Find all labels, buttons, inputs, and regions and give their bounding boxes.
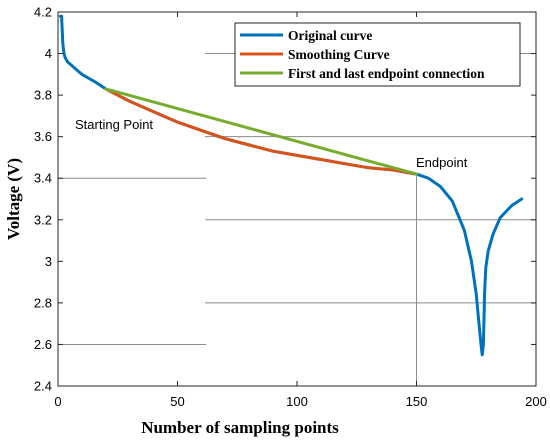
legend-label-connection: First and last endpoint connection	[288, 66, 485, 81]
annotation-starting-point: Starting Point	[75, 117, 153, 132]
x-axis-title: Number of sampling points	[141, 418, 339, 437]
legend: Original curve Smoothing Curve First and…	[234, 22, 521, 87]
x-tick-label: 150	[406, 394, 428, 409]
y-tick-label: 2.4	[34, 379, 52, 394]
series-endpoint-connection	[104, 87, 418, 176]
series-lines	[58, 14, 524, 357]
y-tick-label: 2.6	[34, 337, 52, 352]
x-tick-label: 0	[54, 394, 61, 409]
legend-label-original: Original curve	[288, 28, 372, 43]
y-tick-label: 3	[45, 254, 52, 269]
y-tick-label: 3.2	[34, 212, 52, 227]
y-tick-label: 4	[45, 46, 52, 61]
y-tick-label: 3.8	[34, 88, 52, 103]
series-smoothing-curve	[104, 87, 418, 176]
y-tick-label: 3.6	[34, 129, 52, 144]
x-tick-label: 200	[525, 394, 547, 409]
y-tick-label: 4.2	[34, 5, 52, 20]
y-axis-title: Voltage (V)	[4, 158, 23, 240]
y-tick-label: 2.8	[34, 295, 52, 310]
y-tick-label: 3.4	[34, 171, 52, 186]
annotation-endpoint: Endpoint	[416, 155, 468, 170]
x-tick-label: 100	[286, 394, 308, 409]
ticks: 0 50 100 150 200 2.4 2.6 2.8 3 3.2 3.4 3.6 3.8 4 4.2	[34, 5, 547, 410]
legend-label-smoothing: Smoothing Curve	[288, 47, 390, 62]
x-tick-label: 50	[170, 394, 184, 409]
